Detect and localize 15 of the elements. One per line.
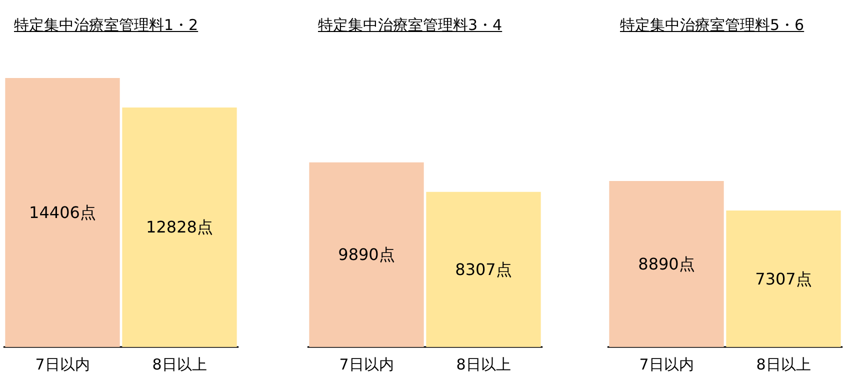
data-label: 8307点 xyxy=(455,260,512,279)
x-tick-label: 8日以上 xyxy=(756,356,811,374)
x-tick-label: 7日以内 xyxy=(339,356,394,374)
data-label: 14406点 xyxy=(29,203,96,222)
data-label: 12828点 xyxy=(146,218,213,237)
x-tick-label: 8日以上 xyxy=(456,356,511,374)
data-label: 9890点 xyxy=(338,245,395,264)
x-tick-label: 7日以内 xyxy=(639,356,694,374)
data-label: 7307点 xyxy=(755,269,812,288)
chart-title: 特定集中治療室管理料5・6 xyxy=(620,16,804,35)
chart-title: 特定集中治療室管理料3・4 xyxy=(318,16,502,35)
x-tick-label: 7日以内 xyxy=(35,356,90,374)
data-label: 8890点 xyxy=(638,254,695,274)
x-tick-label: 8日以上 xyxy=(152,356,207,374)
chart-title: 特定集中治療室管理料1・2 xyxy=(14,16,198,35)
